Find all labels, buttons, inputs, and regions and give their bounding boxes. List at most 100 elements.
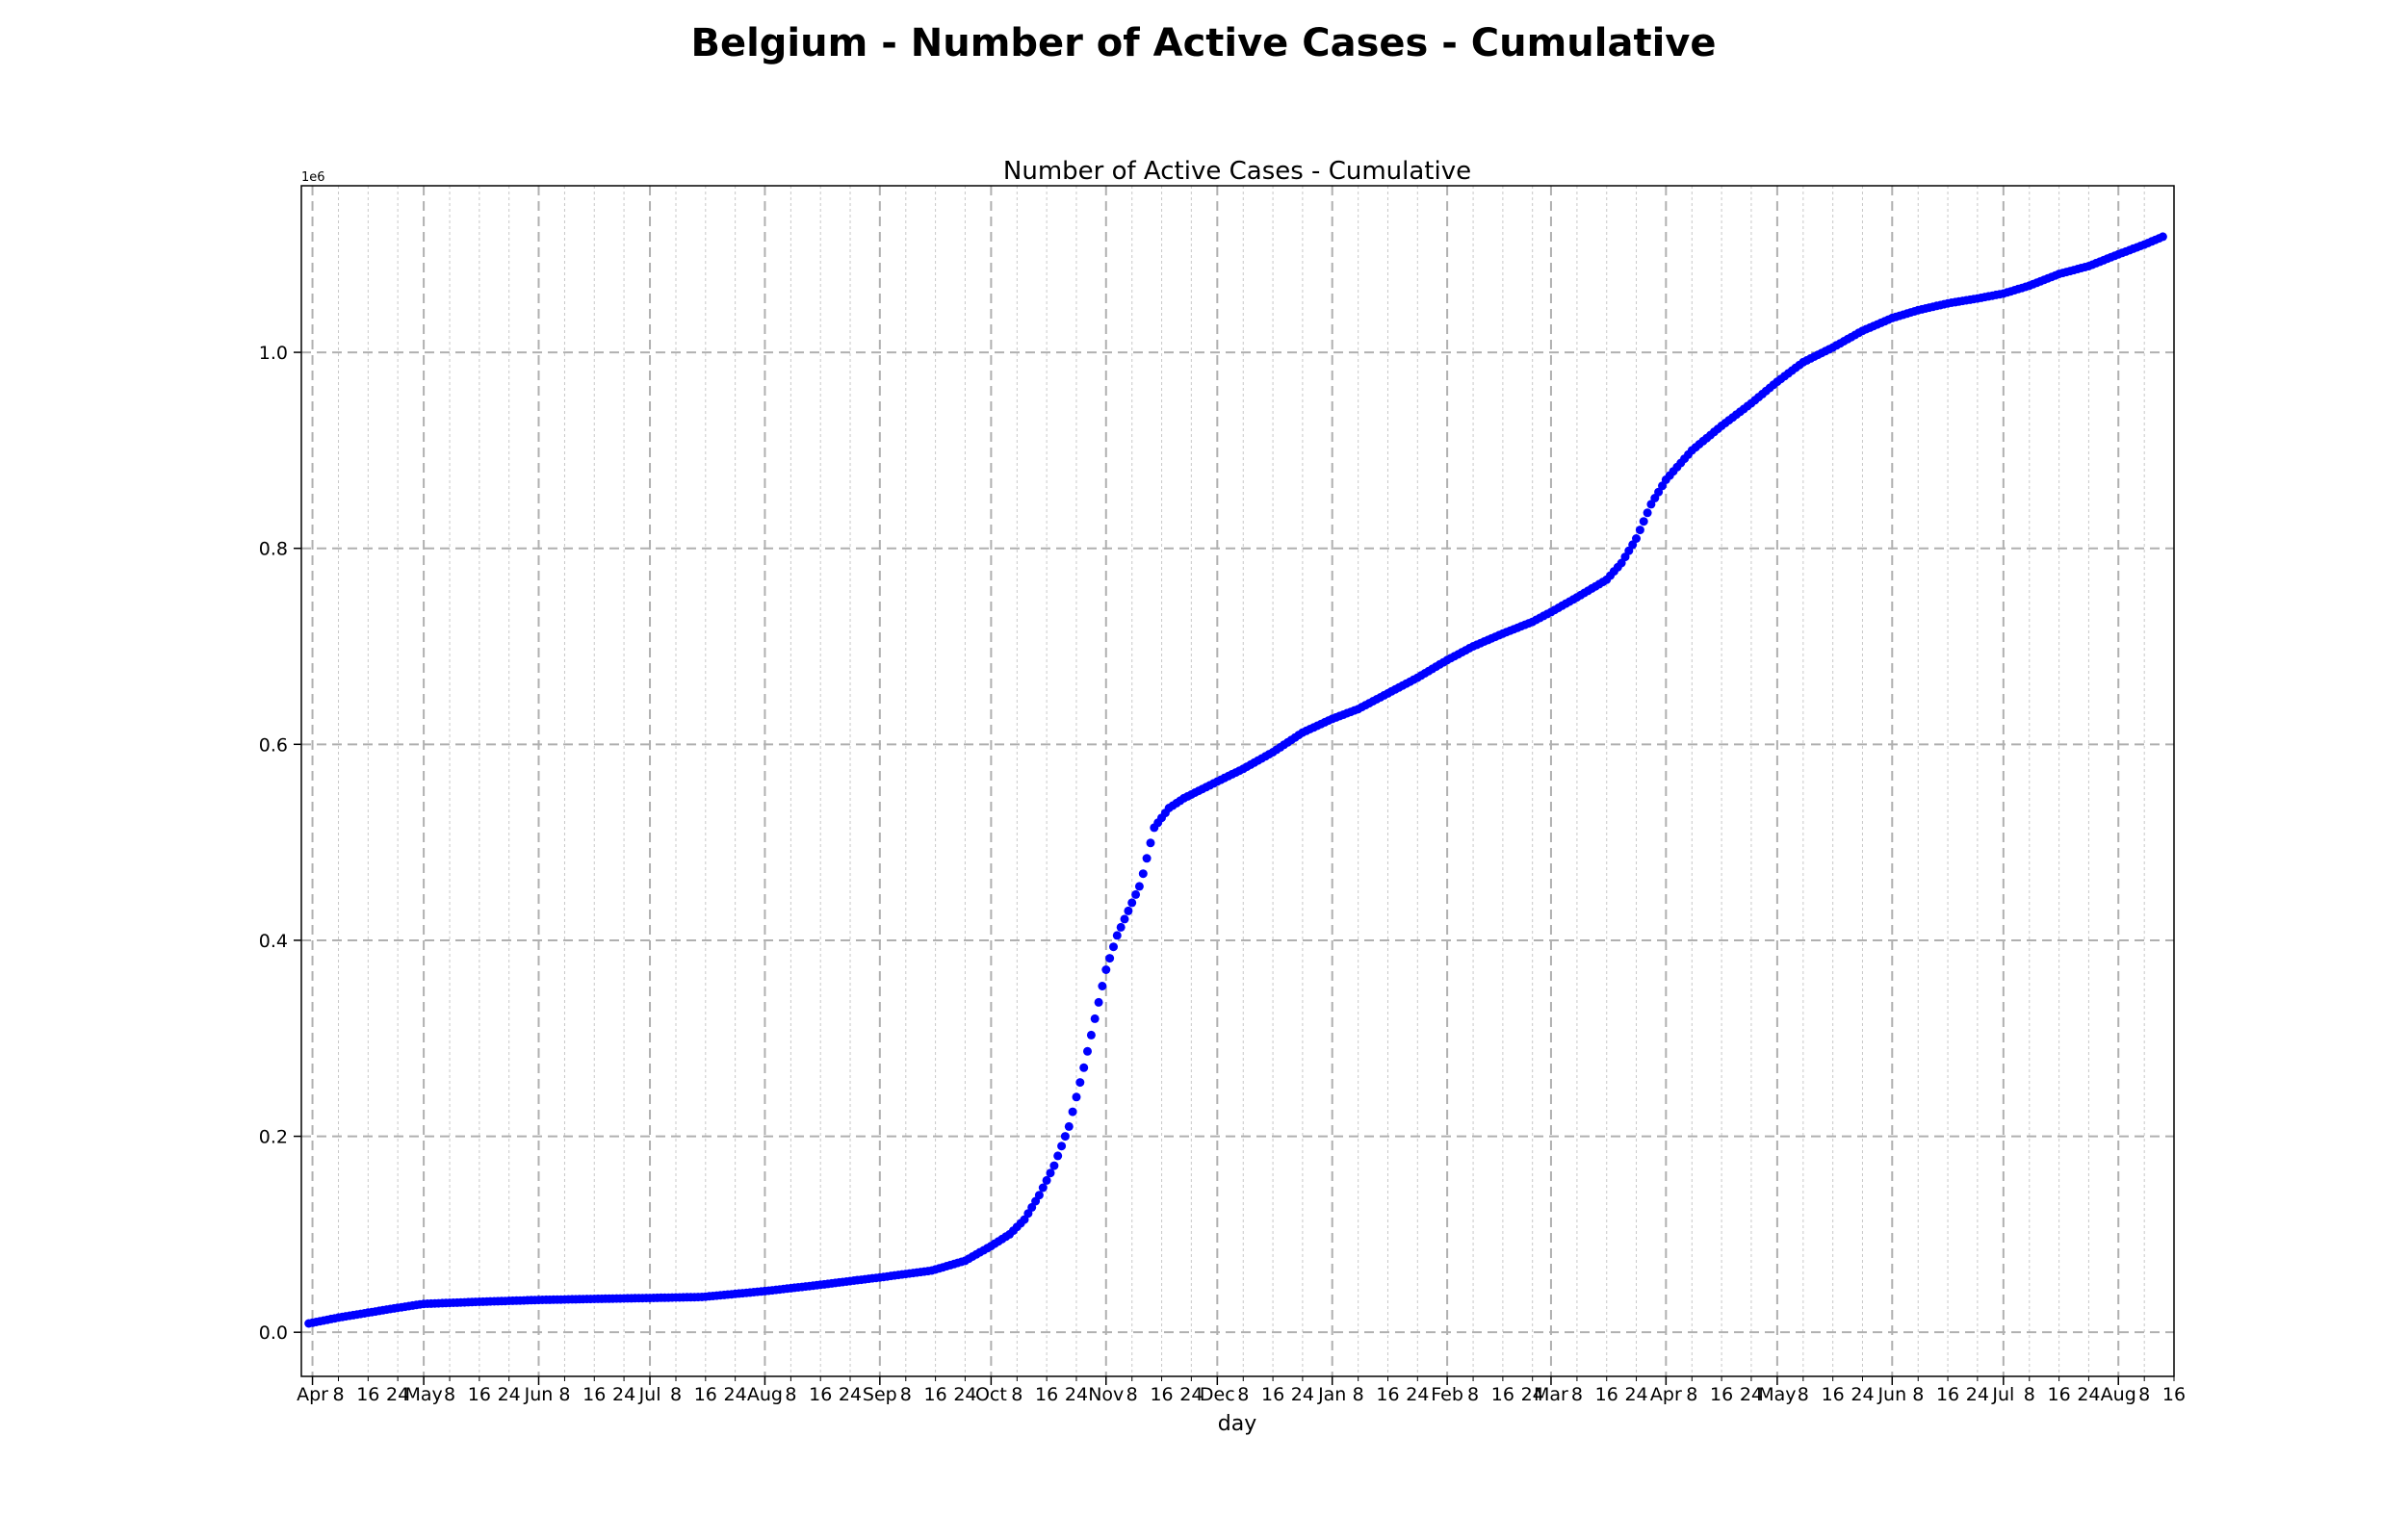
data-point — [1146, 838, 1155, 848]
y-axis-ticks: 0.0 0.2 0.4 0.6 0.8 1.0 — [259, 343, 301, 1344]
data-point — [1105, 954, 1115, 963]
x-minor-tick-label: 16 — [356, 1384, 379, 1405]
x-major-tick-label: Feb — [1431, 1384, 1463, 1405]
x-minor-tick-label: 24 — [1291, 1384, 1314, 1405]
plot-frame — [300, 185, 2175, 1377]
x-minor-tick-label: 16 — [1376, 1384, 1399, 1405]
x-minor-tick-label: 8 — [444, 1384, 455, 1405]
y-tick-label: 0.2 — [259, 1127, 288, 1148]
y-tick-label: 0.8 — [259, 539, 288, 560]
x-minor-tick-label: 24 — [1179, 1384, 1203, 1405]
x-minor-tick-label: 16 — [809, 1384, 832, 1405]
data-points — [304, 232, 2167, 1328]
x-minor-tick-label: 8 — [1011, 1384, 1022, 1405]
data-point — [1098, 982, 1107, 990]
x-minor-tick-label: 8 — [1571, 1384, 1583, 1405]
x-minor-tick-label: 24 — [724, 1384, 747, 1405]
data-point — [1034, 1191, 1044, 1200]
data-point — [1635, 526, 1644, 535]
data-point — [1127, 898, 1137, 908]
x-minor-tick-label: 24 — [498, 1384, 521, 1405]
x-minor-tick-label: 24 — [1966, 1384, 1989, 1405]
major-grid — [301, 186, 2174, 1376]
x-major-tick-label: May — [1758, 1384, 1796, 1405]
x-minor-tick-label: 16 — [468, 1384, 491, 1405]
x-minor-tick-label: 8 — [558, 1384, 570, 1405]
x-minor-tick-label: 16 — [1595, 1384, 1618, 1405]
x-minor-tick-label: 16 — [582, 1384, 606, 1405]
x-major-tick-label: Mar — [1534, 1384, 1568, 1405]
x-minor-tick-label: 8 — [1798, 1384, 1809, 1405]
x-minor-tick-label: 24 — [1406, 1384, 1429, 1405]
data-point — [1134, 882, 1144, 891]
x-minor-tick-label: 24 — [839, 1384, 862, 1405]
x-major-tick-label: Sep — [863, 1384, 897, 1405]
x-minor-tick-label: 16 — [2162, 1384, 2186, 1405]
data-point — [1068, 1107, 1077, 1116]
x-major-tick-label: Jun — [1876, 1384, 1906, 1405]
x-minor-tick-label: 8 — [785, 1384, 796, 1405]
data-point — [1101, 965, 1111, 974]
data-point — [1079, 1063, 1089, 1072]
x-minor-tick-label: 8 — [1353, 1384, 1364, 1405]
x-minor-tick-label: 16 — [1936, 1384, 1959, 1405]
x-minor-tick-label: 8 — [1467, 1384, 1479, 1405]
data-point — [1138, 869, 1148, 879]
x-major-tick-label: Oct — [975, 1384, 1007, 1405]
x-minor-tick-label: 8 — [1126, 1384, 1138, 1405]
y-offset-label: 1e6 — [301, 170, 325, 185]
minor-grid — [338, 186, 2175, 1376]
x-minor-tick-label: 16 — [1491, 1384, 1514, 1405]
x-minor-tick-label: 8 — [900, 1384, 912, 1405]
x-minor-tick-label: 8 — [670, 1384, 682, 1405]
x-major-tick-label: Apr — [297, 1384, 328, 1405]
x-minor-tick-label: 24 — [612, 1384, 635, 1405]
x-minor-tick-label: 24 — [953, 1384, 976, 1405]
x-minor-tick-label: 24 — [1851, 1384, 1874, 1405]
x-major-tick-label: Jan — [1317, 1384, 1346, 1405]
data-point — [1094, 997, 1103, 1007]
x-minor-tick-label: 8 — [1237, 1384, 1249, 1405]
x-minor-tick-label: 8 — [2138, 1384, 2150, 1405]
data-point — [1042, 1175, 1051, 1185]
y-tick-label: 1.0 — [259, 343, 288, 364]
data-point — [1131, 889, 1141, 899]
data-point — [1038, 1183, 1048, 1193]
x-minor-tick-label: 8 — [332, 1384, 344, 1405]
data-point — [1053, 1151, 1063, 1161]
x-minor-tick-label: 16 — [1822, 1384, 1845, 1405]
x-major-tick-label: Jul — [638, 1384, 661, 1405]
y-tick-label: 0.4 — [259, 931, 288, 952]
x-minor-tick-label: 16 — [1261, 1384, 1284, 1405]
data-point — [1643, 508, 1652, 518]
data-point — [1632, 534, 1641, 543]
data-point — [1112, 931, 1122, 940]
x-minor-tick-label: 8 — [1912, 1384, 1924, 1405]
x-major-tick-label: Aug — [2101, 1384, 2136, 1405]
data-point — [1057, 1142, 1067, 1151]
x-minor-tick-label: 16 — [694, 1384, 717, 1405]
data-point — [1072, 1092, 1081, 1102]
x-minor-tick-label: 16 — [1035, 1384, 1058, 1405]
data-point — [1049, 1161, 1059, 1170]
x-minor-tick-label: 16 — [1150, 1384, 1173, 1405]
x-minor-tick-label: 8 — [2024, 1384, 2035, 1405]
data-point — [1090, 1014, 1100, 1023]
x-major-tick-label: Dec — [1200, 1384, 1235, 1405]
data-point — [1075, 1078, 1085, 1088]
x-minor-tick-label: 8 — [1686, 1384, 1697, 1405]
x-major-tick-label: Jul — [1991, 1384, 2014, 1405]
y-tick-label: 0.0 — [259, 1322, 288, 1344]
x-minor-tick-label: 16 — [1710, 1384, 1733, 1405]
y-tick-label: 0.6 — [259, 734, 288, 756]
x-axis-ticks: 8 16 24 8 16 24 8 16 24 8 16 24 8 16 24 8 16 24 8 16 24 8 16 24… — [297, 1376, 2186, 1405]
x-minor-tick-label: 24 — [386, 1384, 409, 1405]
x-minor-tick-label: 24 — [1624, 1384, 1647, 1405]
x-minor-tick-label: 24 — [2077, 1384, 2100, 1405]
x-major-tick-label: Apr — [1650, 1384, 1682, 1405]
x-major-tick-label: Nov — [1088, 1384, 1124, 1405]
data-point — [1639, 517, 1648, 526]
data-point — [1124, 906, 1133, 915]
data-point — [1116, 922, 1126, 932]
